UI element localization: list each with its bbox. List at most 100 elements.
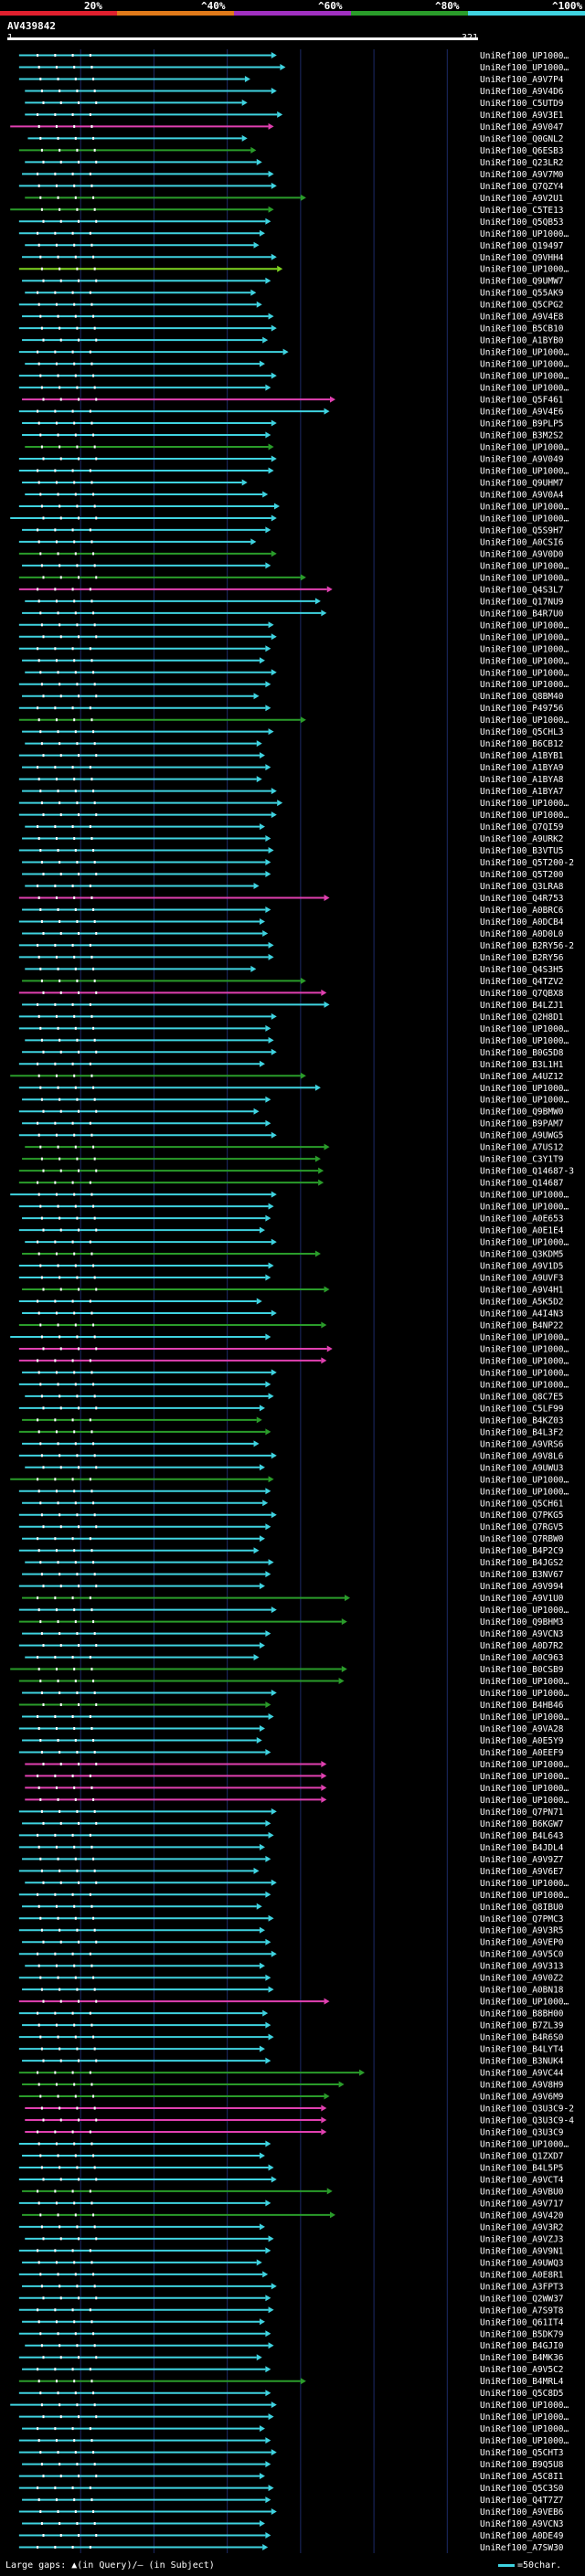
- alignment-label[interactable]: UniRef100_B4L5P5: [480, 2163, 564, 2173]
- alignment-label[interactable]: UniRef100_UP1000…: [480, 1203, 569, 1213]
- alignment-label[interactable]: UniRef100_Q7PMC3: [480, 1914, 564, 1924]
- alignment-label[interactable]: UniRef100_A9V1U0: [480, 1594, 564, 1604]
- alignment-label[interactable]: UniRef100_C5LF99: [480, 1404, 564, 1414]
- alignment-label[interactable]: UniRef100_UP1000…: [480, 1998, 569, 2008]
- alignment-label[interactable]: UniRef100_UP1000…: [480, 2412, 569, 2422]
- alignment-label[interactable]: UniRef100_B9PLP5: [480, 419, 564, 429]
- alignment-label[interactable]: UniRef100_A1BYA8: [480, 775, 564, 785]
- alignment-label[interactable]: UniRef100_A0D7R2: [480, 1641, 564, 1651]
- alignment-label[interactable]: UniRef100_Q3KDM5: [480, 1250, 564, 1260]
- alignment-label[interactable]: UniRef100_B0G5D8: [480, 1048, 564, 1058]
- alignment-label[interactable]: UniRef100_Q9VHH4: [480, 253, 564, 263]
- alignment-label[interactable]: UniRef100_UP1000…: [480, 63, 569, 73]
- alignment-label[interactable]: UniRef100_C3Y1T9: [480, 1155, 564, 1165]
- alignment-label[interactable]: UniRef100_UP1000…: [480, 502, 569, 512]
- alignment-label[interactable]: UniRef100_A9V049: [480, 455, 564, 465]
- alignment-label[interactable]: UniRef100_A4UZ12: [480, 1072, 564, 1082]
- alignment-label[interactable]: UniRef100_B7ZL39: [480, 2021, 564, 2031]
- alignment-label[interactable]: UniRef100_A9V3R2: [480, 2222, 564, 2232]
- alignment-label[interactable]: UniRef100_A9VBU0: [480, 2187, 564, 2197]
- alignment-label[interactable]: UniRef100_A9VA28: [480, 1724, 564, 1734]
- alignment-label[interactable]: UniRef100_A9VC44: [480, 2069, 564, 2079]
- alignment-label[interactable]: UniRef100_Q19497: [480, 241, 564, 251]
- alignment-label[interactable]: UniRef100_A9V6E7: [480, 1867, 564, 1877]
- alignment-label[interactable]: UniRef100_UP1000…: [480, 1796, 569, 1806]
- alignment-label[interactable]: UniRef100_UP1000…: [480, 1380, 569, 1390]
- alignment-label[interactable]: UniRef100_A9V4E8: [480, 313, 564, 323]
- alignment-label[interactable]: UniRef100_UP1000…: [480, 466, 569, 476]
- alignment-label[interactable]: UniRef100_Q7PN71: [480, 1807, 564, 1818]
- alignment-label[interactable]: UniRef100_A9UVF3: [480, 1274, 564, 1284]
- alignment-label[interactable]: UniRef100_UP1000…: [480, 2424, 569, 2434]
- alignment-label[interactable]: UniRef100_Q5CHL3: [480, 727, 564, 737]
- alignment-label[interactable]: UniRef100_UP1000…: [480, 561, 569, 571]
- alignment-label[interactable]: UniRef100_UP1000…: [480, 1712, 569, 1723]
- alignment-label[interactable]: UniRef100_Q3U3C9-4: [480, 2116, 574, 2126]
- alignment-label[interactable]: UniRef100_UP1000…: [480, 620, 569, 631]
- alignment-label[interactable]: UniRef100_B3VTU5: [480, 846, 564, 856]
- alignment-label[interactable]: UniRef100_A9V3R5: [480, 1926, 564, 1936]
- alignment-label[interactable]: UniRef100_A9V4D6: [480, 87, 564, 97]
- alignment-label[interactable]: UniRef100_UP1000…: [480, 1772, 569, 1782]
- alignment-label[interactable]: UniRef100_Q9UHM7: [480, 478, 564, 488]
- alignment-label[interactable]: UniRef100_UP1000…: [480, 2436, 569, 2446]
- alignment-label[interactable]: UniRef100_A9UWG5: [480, 1131, 564, 1141]
- alignment-label[interactable]: UniRef100_Q7RGV5: [480, 1522, 564, 1532]
- alignment-label[interactable]: UniRef100_A0E1E4: [480, 1226, 564, 1236]
- alignment-label[interactable]: UniRef100_A9V420: [480, 2210, 564, 2221]
- alignment-label[interactable]: UniRef100_A9VZJ3: [480, 2234, 564, 2244]
- alignment-label[interactable]: UniRef100_B4R7U0: [480, 609, 564, 619]
- alignment-label[interactable]: UniRef100_A5K5D2: [480, 1298, 564, 1308]
- alignment-label[interactable]: UniRef100_UP1000…: [480, 1784, 569, 1794]
- alignment-label[interactable]: UniRef100_A9URK2: [480, 834, 564, 844]
- alignment-label[interactable]: UniRef100_A9UWQ3: [480, 2258, 564, 2268]
- alignment-label[interactable]: UniRef100_A1BYA9: [480, 763, 564, 773]
- alignment-label[interactable]: UniRef100_B4JDL4: [480, 1843, 564, 1853]
- alignment-label[interactable]: UniRef100_Q5C3S0: [480, 2484, 564, 2494]
- alignment-label[interactable]: UniRef100_Q5S9H7: [480, 525, 564, 535]
- alignment-label[interactable]: UniRef100_Q7QI59: [480, 822, 564, 832]
- alignment-label[interactable]: UniRef100_UP1000…: [480, 644, 569, 654]
- alignment-label[interactable]: UniRef100_UP1000…: [480, 1332, 569, 1342]
- alignment-label[interactable]: UniRef100_A9V8H9: [480, 2081, 564, 2091]
- alignment-label[interactable]: UniRef100_A9V1D5: [480, 1262, 564, 1272]
- alignment-label[interactable]: UniRef100_A0EEF9: [480, 1748, 564, 1758]
- alignment-label[interactable]: UniRef100_B4P2C9: [480, 1546, 564, 1556]
- alignment-label[interactable]: UniRef100_UP1000…: [480, 1760, 569, 1770]
- alignment-label[interactable]: UniRef100_A9V4E6: [480, 408, 564, 418]
- alignment-label[interactable]: UniRef100_Q6ESB3: [480, 146, 564, 156]
- alignment-label[interactable]: UniRef100_UP1000…: [480, 1344, 569, 1354]
- alignment-label[interactable]: UniRef100_Q9BHM3: [480, 1617, 564, 1627]
- alignment-label[interactable]: UniRef100_B2RY56-2: [480, 941, 574, 951]
- alignment-label[interactable]: UniRef100_UP1000…: [480, 1191, 569, 1201]
- alignment-label[interactable]: UniRef100_B4LYT4: [480, 2045, 564, 2055]
- alignment-label[interactable]: UniRef100_A9V994: [480, 1582, 564, 1592]
- alignment-label[interactable]: UniRef100_Q5C8D5: [480, 2389, 564, 2399]
- alignment-label[interactable]: UniRef100_B5CB10: [480, 324, 564, 334]
- alignment-label[interactable]: UniRef100_Q17NU9: [480, 597, 564, 607]
- alignment-label[interactable]: UniRef100_Q3U3C9: [480, 2128, 564, 2138]
- alignment-label[interactable]: UniRef100_UP1000…: [480, 632, 569, 642]
- alignment-label[interactable]: UniRef100_A9V7P4: [480, 75, 564, 85]
- alignment-label[interactable]: UniRef100_UP1000…: [480, 2401, 569, 2411]
- alignment-label[interactable]: UniRef100_B6CB12: [480, 739, 564, 749]
- alignment-label[interactable]: UniRef100_UP1000…: [480, 1879, 569, 1889]
- alignment-label[interactable]: UniRef100_Q3LRA8: [480, 882, 564, 892]
- alignment-label[interactable]: UniRef100_UP1000…: [480, 668, 569, 678]
- alignment-label[interactable]: UniRef100_B0CSB9: [480, 1665, 564, 1675]
- alignment-label[interactable]: UniRef100_A0CSI6: [480, 537, 564, 547]
- alignment-label[interactable]: UniRef100_B4MK36: [480, 2353, 564, 2363]
- alignment-label[interactable]: UniRef100_UP1000…: [480, 656, 569, 666]
- alignment-label[interactable]: UniRef100_Q5F461: [480, 396, 564, 406]
- alignment-label[interactable]: UniRef100_B9Q5U8: [480, 2460, 564, 2470]
- alignment-label[interactable]: UniRef100_A1BYB1: [480, 751, 564, 761]
- alignment-label[interactable]: UniRef100_A9V0D0: [480, 549, 564, 559]
- alignment-label[interactable]: UniRef100_UP1000…: [480, 348, 569, 358]
- alignment-label[interactable]: UniRef100_A9V0A4: [480, 490, 564, 500]
- alignment-label[interactable]: UniRef100_A9V2U1: [480, 194, 564, 204]
- alignment-label[interactable]: UniRef100_Q2H8D1: [480, 1012, 564, 1023]
- alignment-label[interactable]: UniRef100_B4NP22: [480, 1320, 564, 1330]
- alignment-label[interactable]: UniRef100_A9VEB6: [480, 2507, 564, 2518]
- alignment-label[interactable]: UniRef100_UP1000…: [480, 443, 569, 453]
- alignment-label[interactable]: UniRef100_B4LZJ1: [480, 1001, 564, 1011]
